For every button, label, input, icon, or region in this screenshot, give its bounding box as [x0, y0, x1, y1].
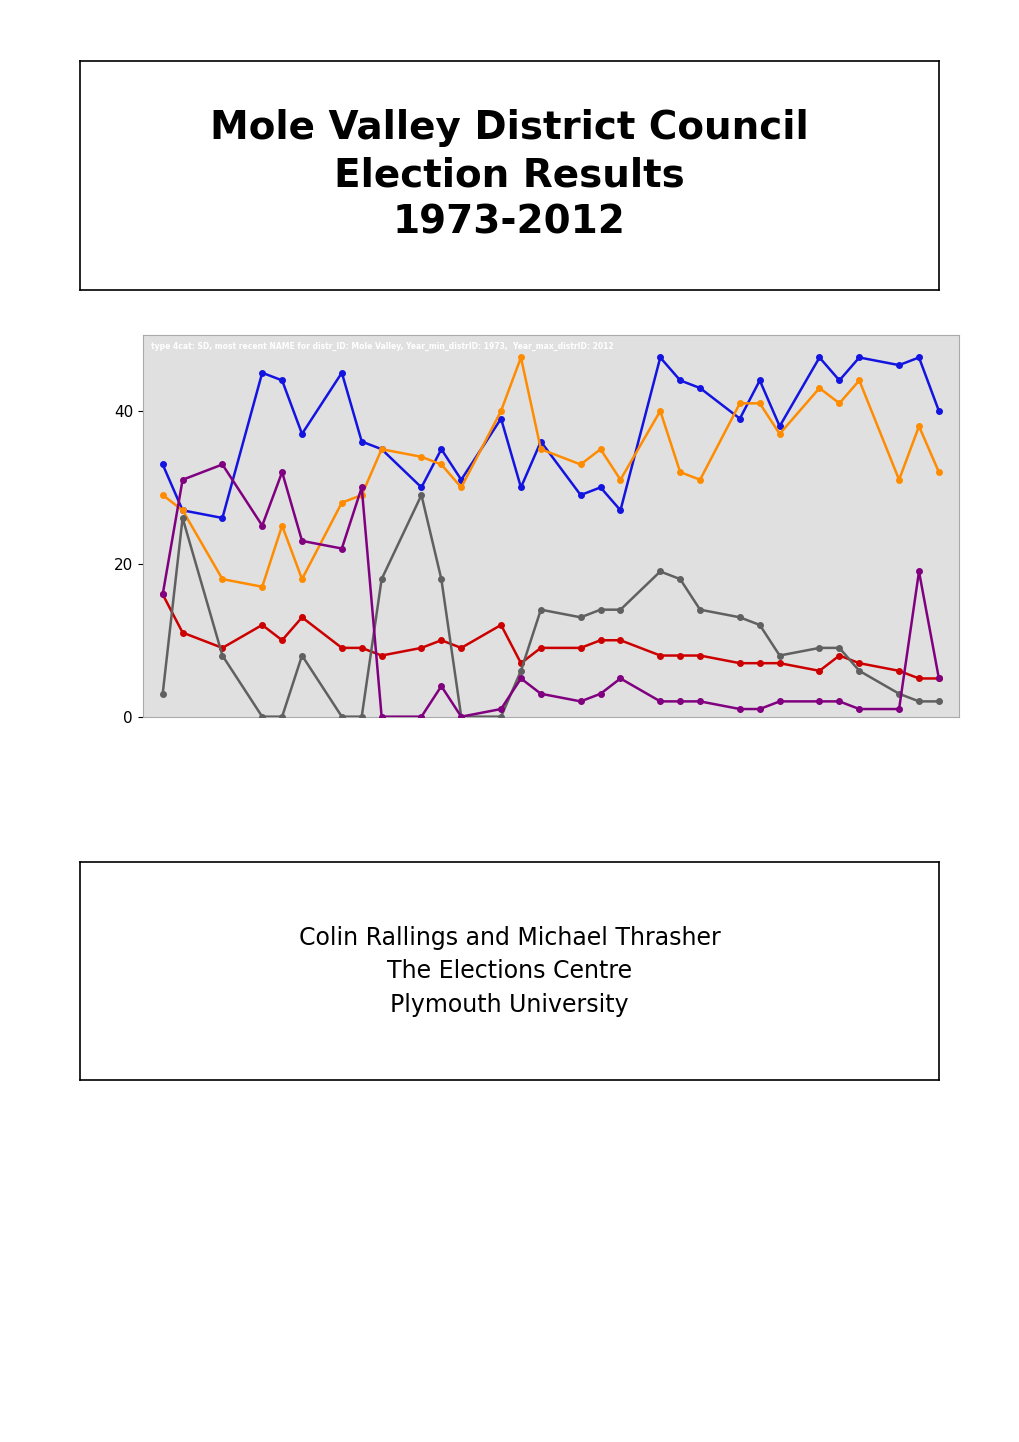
Text: Mole Valley District Council
Election Results
1973-2012: Mole Valley District Council Election Re…: [210, 110, 808, 241]
Text: type 4cat: SD, most recent NAME for distr_ID: Mole Valley, Year_min_distrID: 197: type 4cat: SD, most recent NAME for dist…: [151, 342, 613, 352]
Text: Colin Rallings and Michael Thrasher
The Elections Centre
Plymouth University: Colin Rallings and Michael Thrasher The …: [299, 926, 719, 1017]
